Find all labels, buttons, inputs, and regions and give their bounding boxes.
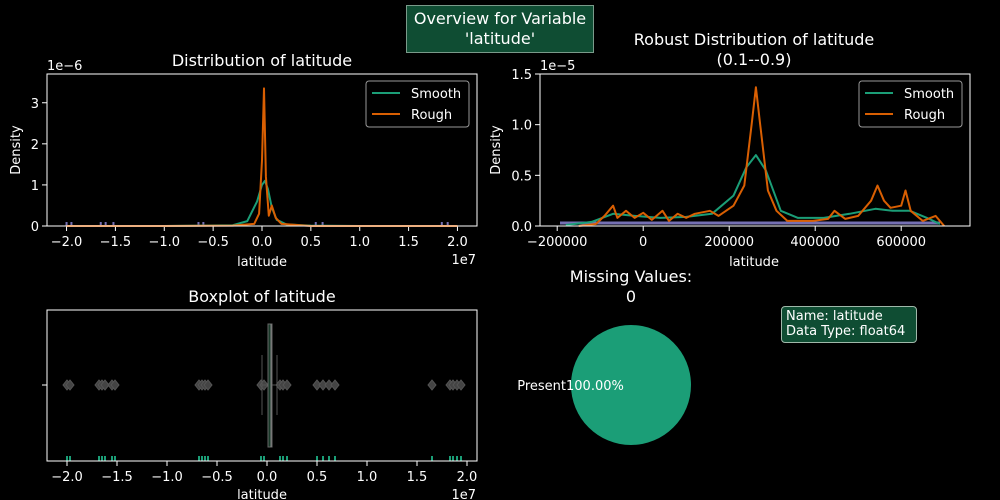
dist-legend-rough-label: Rough [411,108,452,123]
pie-slice-pct: 100.00% [566,379,624,394]
robust-xtick-label: 0 [639,235,647,250]
box-xtick-label: −1.0 [151,470,183,485]
dist-ylabel: Density [9,125,24,175]
box-outlier [203,379,213,391]
robust-ytick-label: 0.0 [511,220,532,235]
pie-slice-present [571,325,691,445]
box-iqr [267,323,273,448]
robust-axes-frame [539,73,971,227]
dist-ytick-label: 3 [31,97,39,112]
overview-title-line1: Overview for Variable [413,9,587,28]
box-xtick-label: −0.5 [201,470,233,485]
robust-legend-rough-label: Rough [904,108,945,123]
pie-title: Missing Values: [570,267,692,286]
box-xtick-label: −2.0 [51,470,83,485]
robust-xlabel: latitude [729,255,779,270]
box-xtick-label: 1.5 [407,470,428,485]
pie-slice-label: Present [517,379,566,394]
box-title: Boxplot of latitude [188,287,335,306]
robust-xtick-label: −200000 [527,235,588,250]
dist-title: Distribution of latitude [172,51,352,70]
robust-y-offset: 1e−5 [540,59,575,74]
missing-values-panel: Missing Values: 0 Present 100.00% [517,267,692,445]
box-xtick-label: 0.0 [257,470,278,485]
dist-ytick-label: 2 [31,138,39,153]
robust-ytick-label: 0.5 [511,169,532,184]
variable-name-text: Name: latitude [786,309,883,324]
box-xtick-label: −1.5 [101,470,133,485]
dist-xtick-label: 2.0 [447,235,468,250]
robust-title: Robust Distribution of latitude [634,30,875,49]
dist-axes-frame [46,73,478,227]
variable-dtype-text: Data Type: float64 [786,324,906,339]
box-xlabel: latitude [237,488,287,500]
dist-xtick-label: −2.0 [51,235,83,250]
box-outlier [330,379,340,391]
dist-legend-smooth-label: Smooth [411,87,461,102]
robust-ylabel: Density [489,125,504,175]
robust-legend-smooth-label: Smooth [904,87,954,102]
overview-title-line2: 'latitude' [464,29,536,48]
dist-xtick-label: −0.5 [197,235,229,250]
robust-xtick-label: 200000 [704,235,754,250]
variable-info-box: Name: latitude Data Type: float64 [781,306,917,343]
dist-xtick-label: −1.0 [148,235,180,250]
box-outlier [110,379,120,391]
overview-title-box: Overview for Variable 'latitude' [406,5,594,53]
dist-xtick-label: 0.5 [301,235,322,250]
dist-y-offset: 1e−6 [47,59,82,74]
dist-xtick-label: 0.0 [252,235,273,250]
box-xtick-label: 0.5 [307,470,328,485]
dist-xtick-label: 1.5 [398,235,419,250]
box-outlier [100,379,110,391]
dist-series-smooth [66,179,458,227]
dist-xlabel: latitude [237,255,287,270]
box-outlier [324,379,334,391]
dist-ytick-label: 0 [31,220,39,235]
robust-ytick-label: 1.5 [511,68,532,83]
robust-xtick-label: 600000 [876,235,926,250]
dist-series-rough [66,87,458,227]
box-outlier [318,379,328,391]
dist-ytick-label: 1 [31,179,39,194]
box-xtick-label: 1.0 [357,470,378,485]
distribution-panel: Distribution of latitude 1e−6 1e7 latitu… [9,51,478,270]
box-outlier [456,379,466,391]
dist-xtick-label: −1.5 [100,235,132,250]
dist-legend: Smooth Rough [365,80,470,128]
robust-xtick-label: 400000 [790,235,840,250]
dist-x-offset: 1e7 [451,253,476,268]
robust-ytick-label: 1.0 [511,119,532,134]
robust-series-rough [578,86,945,227]
dist-xtick-label: 1.0 [349,235,370,250]
pie-subtitle: 0 [626,287,636,306]
robust-distribution-panel: Robust Distribution of latitude (0.1--0.… [489,30,971,270]
robust-legend: Smooth Rough [858,80,963,128]
box-outlier [65,379,75,391]
box-outlier [312,379,322,391]
robust-subtitle: (0.1--0.9) [717,50,792,69]
box-outlier [427,379,437,391]
box-x-offset: 1e7 [451,488,476,500]
box-outlier [282,379,292,391]
box-xtick-label: 2.0 [457,470,478,485]
boxplot-panel: Boxplot of latitude 1e7 latitude −2.0 −1.… [42,287,478,500]
